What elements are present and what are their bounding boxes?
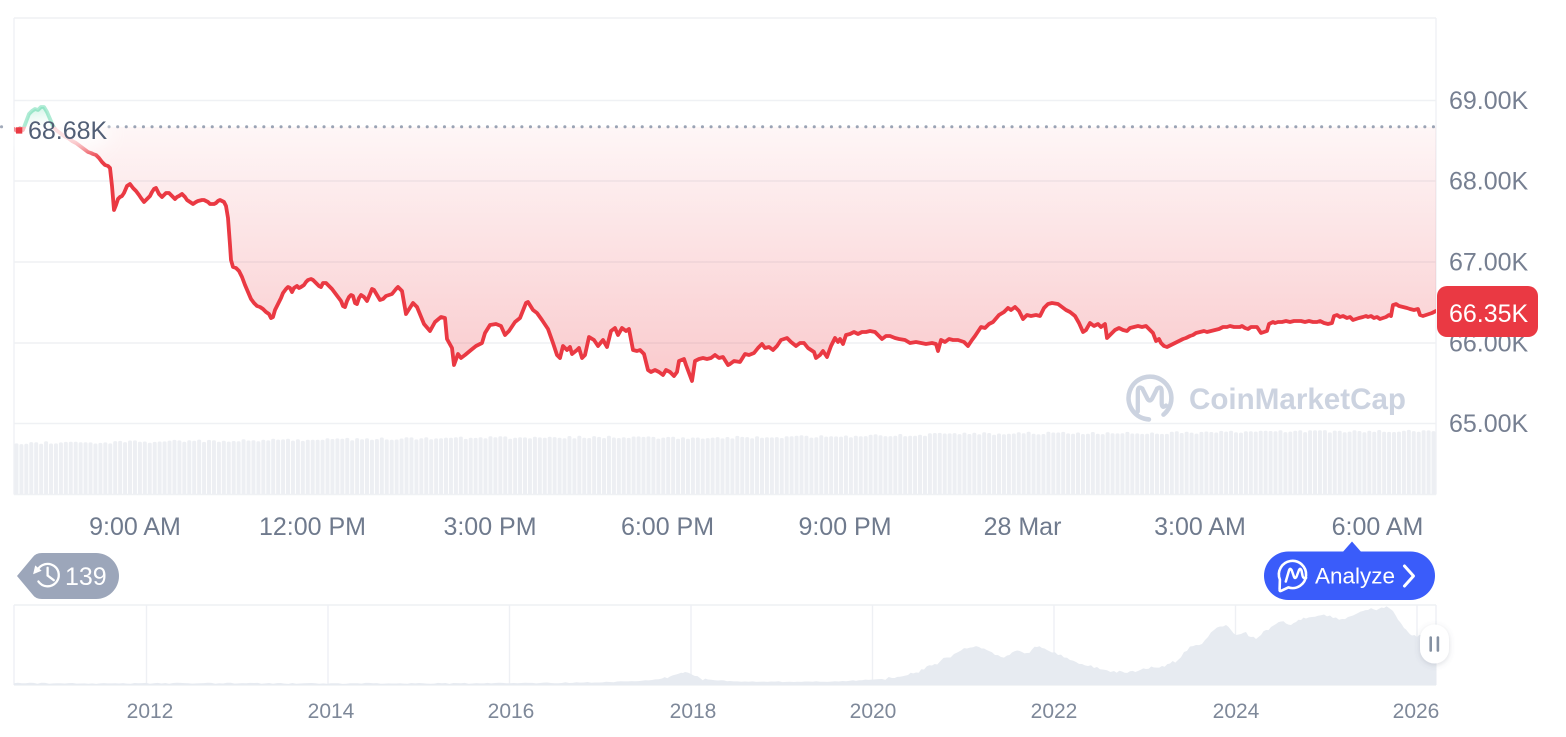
svg-text:66.35K: 66.35K [1449,300,1529,328]
svg-text:CoinMarketCap: CoinMarketCap [1189,383,1406,416]
svg-text:9:00 PM: 9:00 PM [798,513,891,541]
svg-text:9:00 AM: 9:00 AM [89,513,181,541]
svg-text:65.00K: 65.00K [1449,410,1529,438]
svg-text:68.00K: 68.00K [1449,168,1529,196]
svg-text:2012: 2012 [127,700,174,723]
svg-text:6:00 PM: 6:00 PM [621,513,714,541]
svg-text:Analyze: Analyze [1315,564,1395,589]
svg-text:2024: 2024 [1213,700,1260,723]
svg-text:2020: 2020 [850,700,897,723]
svg-text:69.00K: 69.00K [1449,87,1529,115]
svg-text:28 Mar: 28 Mar [984,513,1062,541]
svg-text:67.00K: 67.00K [1449,249,1529,277]
svg-text:68.68K: 68.68K [28,117,108,145]
svg-text:2022: 2022 [1031,700,1078,723]
svg-text:3:00 AM: 3:00 AM [1154,513,1246,541]
svg-text:6:00 AM: 6:00 AM [1332,513,1424,541]
svg-text:2014: 2014 [308,700,355,723]
svg-text:2026: 2026 [1393,700,1440,723]
svg-text:12:00 PM: 12:00 PM [259,513,366,541]
svg-text:3:00 PM: 3:00 PM [443,513,536,541]
svg-text:139: 139 [65,563,107,591]
svg-text:2016: 2016 [488,700,535,723]
svg-text:2018: 2018 [670,700,717,723]
